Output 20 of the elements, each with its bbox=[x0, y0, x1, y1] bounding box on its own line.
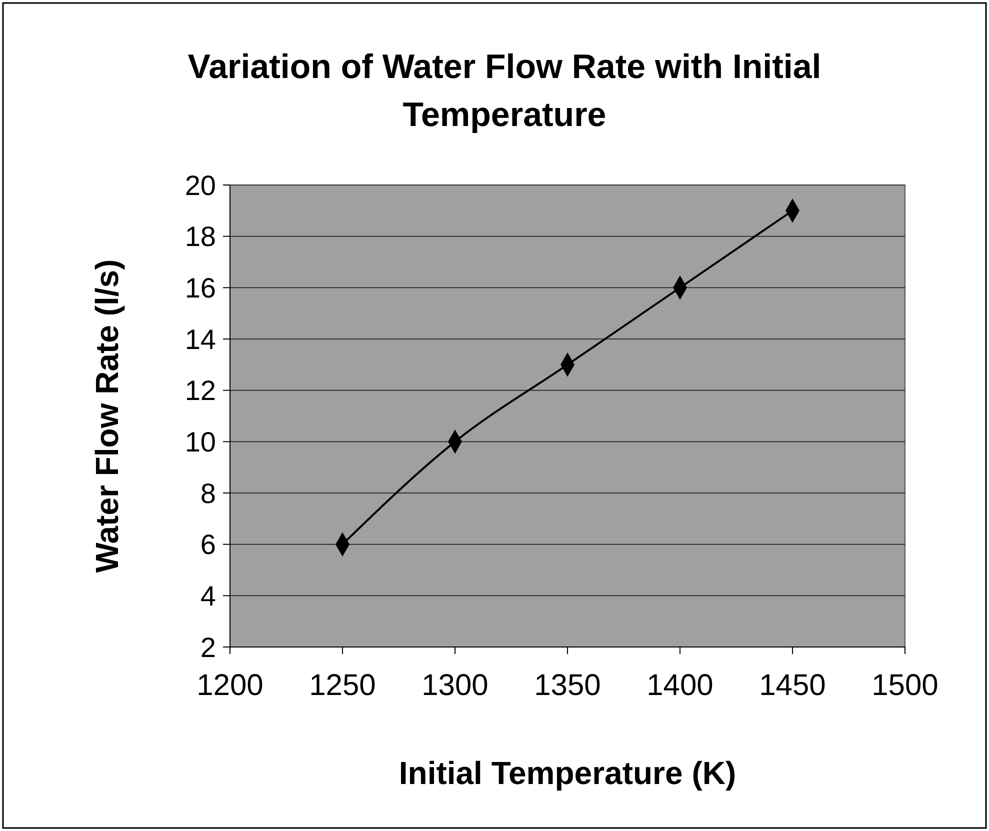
y-tick-label: 20 bbox=[184, 170, 216, 201]
x-tick-label: 1350 bbox=[534, 669, 601, 702]
y-tick-label: 14 bbox=[184, 324, 216, 355]
y-tick-label: 4 bbox=[200, 580, 216, 612]
x-axis-title: Initial Temperature (K) bbox=[398, 755, 736, 791]
x-tick-label: 1400 bbox=[646, 669, 714, 702]
y-tick-label: 16 bbox=[184, 272, 216, 304]
x-tick-label: 1200 bbox=[196, 669, 264, 702]
x-tick-label: 1500 bbox=[872, 669, 938, 702]
y-tick-label: 10 bbox=[184, 426, 216, 458]
y-tick-label: 6 bbox=[200, 529, 216, 560]
x-tick-label: 1450 bbox=[759, 669, 826, 702]
y-tick-label: 2 bbox=[200, 632, 216, 663]
chart-title: Variation of Water Flow Rate with Initial Temperature bbox=[188, 48, 822, 134]
x-tick-label: 1300 bbox=[422, 669, 488, 702]
y-axis-title: Water Flow Rate (l/s) bbox=[89, 259, 125, 573]
x-tick-label: 1250 bbox=[309, 669, 376, 702]
y-tick-label: 8 bbox=[200, 478, 216, 509]
y-tick-label: 12 bbox=[184, 375, 216, 406]
y-tick-label: 18 bbox=[184, 221, 216, 252]
